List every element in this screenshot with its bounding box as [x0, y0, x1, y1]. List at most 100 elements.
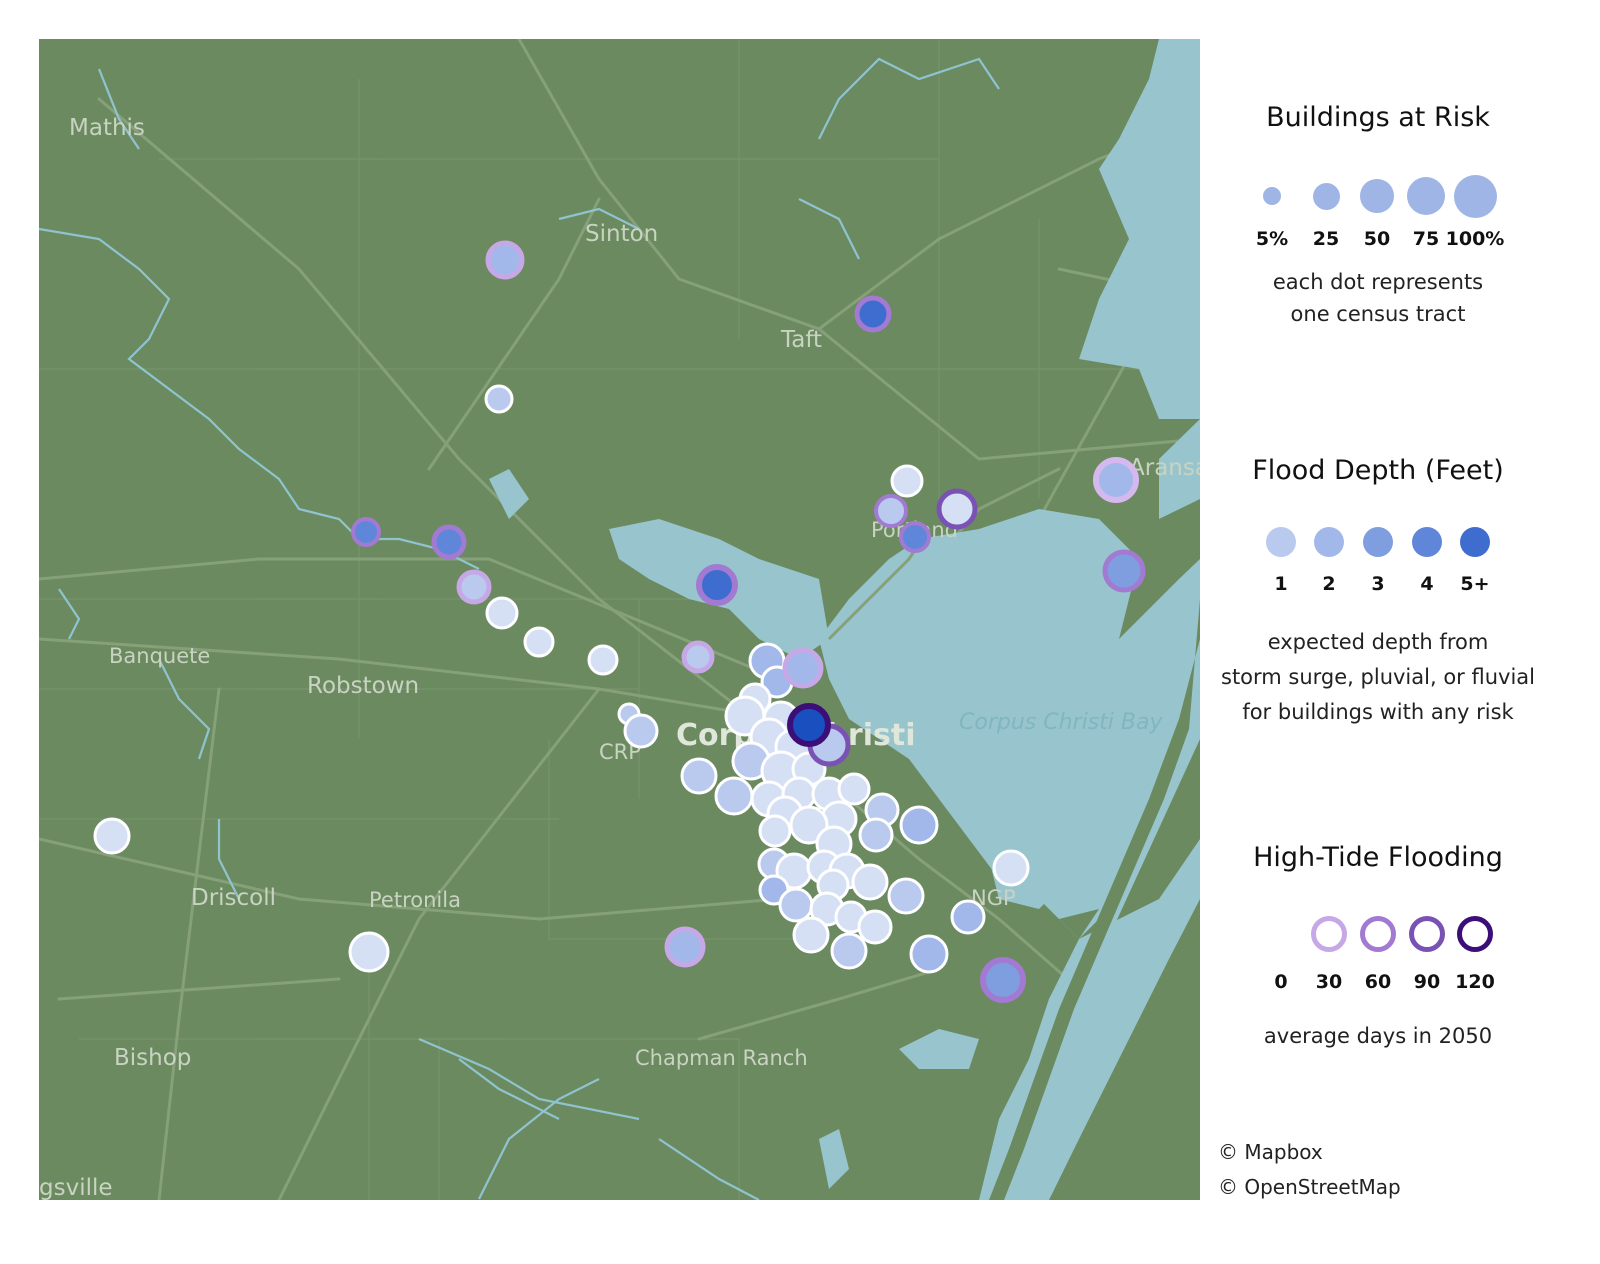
tract-dot[interactable]: [851, 863, 889, 901]
depth-legend-dot: [1412, 527, 1442, 557]
tract-dot[interactable]: [858, 817, 894, 853]
risk-note-line: one census tract: [1290, 302, 1466, 326]
tract-dot[interactable]: [758, 814, 792, 848]
tract-dot[interactable]: [523, 626, 555, 658]
tract-dot[interactable]: [1102, 549, 1146, 593]
label-robstown: Robstown: [307, 673, 419, 699]
risk-legend-dot: [1312, 182, 1340, 210]
tract-dot[interactable]: [936, 488, 978, 530]
tide-legend-label: 60: [1364, 971, 1392, 993]
tract-dot[interactable]: [714, 776, 754, 816]
tract-dot[interactable]: [909, 934, 949, 974]
rivers: [39, 57, 1000, 1200]
map-canvas[interactable]: Mathis Sinton Taft Aransa Portland Banqu…: [39, 39, 1200, 1200]
risk-legend-label: 75: [1412, 228, 1440, 250]
label-mathis: Mathis: [69, 115, 145, 141]
tide-legend-label: 90: [1413, 971, 1441, 993]
depth-legend-label: 3: [1371, 573, 1385, 595]
label-petronila: Petronila: [369, 888, 461, 912]
depth-legend-label: 4: [1420, 573, 1434, 595]
risk-legend-label: 5%: [1255, 228, 1289, 250]
tract-dot[interactable]: [857, 909, 893, 945]
tract-dot[interactable]: [1093, 457, 1139, 503]
depth-legend-dot: [1363, 527, 1393, 557]
tract-dot[interactable]: [980, 957, 1026, 1003]
tract-dot[interactable]: [623, 713, 659, 749]
risk-legend-label: 50: [1363, 228, 1391, 250]
risk-legend-dot: [1453, 174, 1497, 218]
tract-dot[interactable]: [587, 644, 619, 676]
risk-legend-dot: [1360, 179, 1394, 213]
label-banquete: Banquete: [109, 644, 210, 668]
harbor-island: [1059, 909, 1099, 939]
risk-legend-label: 25: [1312, 228, 1340, 250]
depth-legend-dot: [1460, 527, 1490, 557]
tract-dot[interactable]: [950, 899, 986, 935]
depth-legend-dot: [1314, 527, 1344, 557]
legend-panel: Buildings at Risk 5% 25 50 75 100% each dot …: [1200, 0, 1600, 1264]
risk-legend-note: each dot represents one census tract: [1200, 266, 1556, 330]
depth-note-line: storm surge, pluvial, or fluvial: [1221, 665, 1535, 689]
credit-openstreetmap[interactable]: © OpenStreetMap: [1218, 1175, 1401, 1199]
tract-dot[interactable]: [992, 849, 1030, 887]
tract-dot[interactable]: [854, 295, 892, 333]
depth-note-line: for buildings with any risk: [1242, 700, 1514, 724]
tract-dot[interactable]: [787, 703, 831, 747]
tract-dot[interactable]: [485, 596, 519, 630]
tide-legend-ring: [1311, 916, 1347, 952]
tract-dot[interactable]: [778, 887, 814, 923]
tract-dot[interactable]: [681, 640, 715, 674]
tide-legend-title: High-Tide Flooding: [1253, 842, 1503, 873]
tide-legend-ring: [1409, 916, 1445, 952]
tide-legend-label: 0: [1274, 971, 1288, 993]
depth-legend-label: 1: [1274, 573, 1288, 595]
label-corpus-christi-bay: Corpus Christi Bay: [959, 710, 1163, 735]
tract-dot[interactable]: [351, 517, 381, 547]
tract-dot[interactable]: [93, 817, 131, 855]
tract-dot[interactable]: [485, 240, 525, 280]
tract-dot[interactable]: [792, 916, 830, 954]
tract-dot[interactable]: [837, 772, 871, 806]
tract-dot[interactable]: [456, 569, 492, 605]
tide-legend-ring: [1360, 916, 1396, 952]
label-kingsville: gsville: [39, 1175, 113, 1200]
label-driscoll: Driscoll: [191, 885, 276, 911]
field-lines: [39, 39, 1200, 1200]
tract-dot[interactable]: [664, 926, 706, 968]
depth-legend-dot: [1266, 527, 1296, 557]
tract-dot[interactable]: [874, 494, 908, 528]
tract-dot[interactable]: [789, 805, 829, 845]
label-aransas: Aransa: [1129, 455, 1200, 481]
tract-dot[interactable]: [887, 877, 925, 915]
tide-legend-label: 120: [1455, 971, 1495, 993]
tract-dots[interactable]: [93, 240, 1146, 1003]
tract-dot[interactable]: [696, 564, 738, 606]
tide-legend-ring: [1457, 916, 1493, 952]
label-bishop: Bishop: [114, 1045, 191, 1071]
tract-dot[interactable]: [899, 521, 931, 553]
tide-legend-label: 30: [1315, 971, 1343, 993]
tract-dot[interactable]: [782, 647, 824, 689]
map-view[interactable]: Mathis Sinton Taft Aransa Portland Banqu…: [39, 39, 1200, 1200]
tract-dot[interactable]: [680, 757, 718, 795]
label-sinton: Sinton: [585, 221, 658, 247]
depth-legend-title: Flood Depth (Feet): [1252, 455, 1504, 486]
tract-dot[interactable]: [830, 932, 868, 970]
tract-dot[interactable]: [890, 464, 924, 498]
label-taft: Taft: [780, 327, 822, 353]
risk-note-line: each dot represents: [1272, 270, 1484, 294]
tide-note-line: average days in 2050: [1263, 1024, 1493, 1048]
tract-dot[interactable]: [484, 384, 514, 414]
risk-legend-title: Buildings at Risk: [1266, 102, 1490, 133]
tide-legend-note: average days in 2050: [1200, 1020, 1556, 1052]
label-chapman-ranch: Chapman Ranch: [635, 1046, 808, 1070]
risk-legend-label: 100%: [1445, 228, 1505, 250]
depth-note-line: expected depth from: [1267, 630, 1489, 654]
tract-dot[interactable]: [348, 931, 390, 973]
risk-legend-dot: [1262, 186, 1282, 206]
depth-legend-label: 5+: [1460, 573, 1490, 595]
tract-dot[interactable]: [899, 805, 939, 845]
tract-dot[interactable]: [431, 524, 467, 560]
depth-legend-label: 2: [1322, 573, 1336, 595]
credit-mapbox[interactable]: © Mapbox: [1218, 1140, 1323, 1164]
